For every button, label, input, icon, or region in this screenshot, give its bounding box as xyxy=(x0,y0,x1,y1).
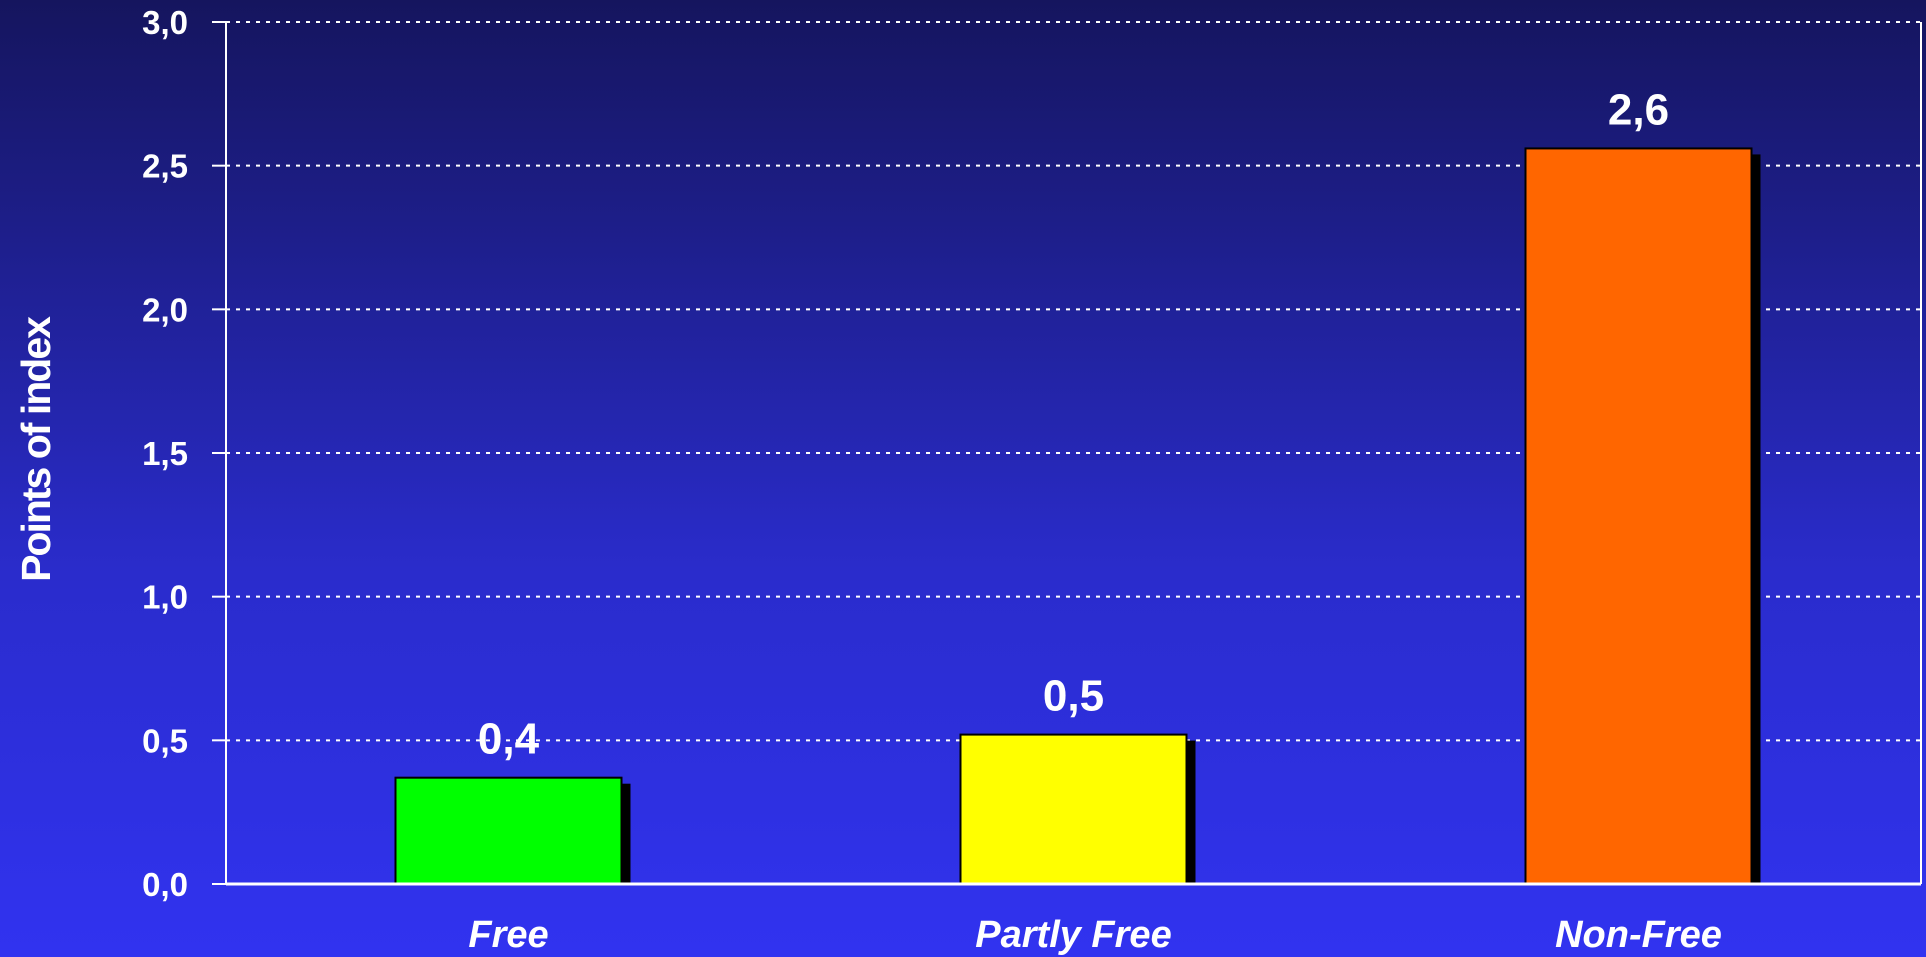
y-tick-label: 0,5 xyxy=(142,722,188,759)
x-category-label: Non-Free xyxy=(1555,914,1722,956)
labels: 0,0 0,5 1,0 1,5 2,0 2,5 3,0 0,4 Free 0,5 Partly Fr… xyxy=(142,4,1722,956)
y-tick-label: 0,0 xyxy=(142,866,188,903)
y-tick-label: 3,0 xyxy=(142,4,188,41)
y-tick-label: 1,0 xyxy=(142,579,188,616)
y-tick-label: 2,0 xyxy=(142,291,188,328)
y-tick-label: 2,5 xyxy=(142,148,188,185)
bars xyxy=(394,147,1753,885)
bar-partly-free xyxy=(959,733,1188,885)
bar-free xyxy=(394,776,623,885)
data-label: 0,5 xyxy=(1043,672,1104,721)
x-category-label: Partly Free xyxy=(975,914,1171,956)
x-category-label: Free xyxy=(468,914,548,956)
data-label: 0,4 xyxy=(478,715,540,764)
axes xyxy=(212,21,1922,886)
y-axis-title: Points of index xyxy=(13,316,59,582)
data-label: 2,6 xyxy=(1608,85,1669,134)
y-tick-label: 1,5 xyxy=(142,435,188,472)
bar-non-free xyxy=(1524,147,1753,885)
